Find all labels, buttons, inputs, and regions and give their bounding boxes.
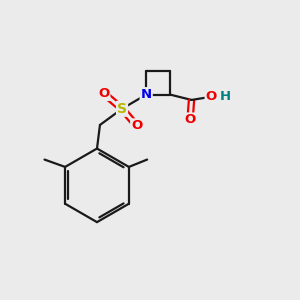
Text: O: O xyxy=(184,113,196,127)
Text: O: O xyxy=(98,87,110,100)
Text: H: H xyxy=(220,91,231,103)
Text: O: O xyxy=(131,119,142,132)
Text: S: S xyxy=(117,102,127,116)
Text: O: O xyxy=(206,91,217,103)
Text: N: N xyxy=(141,88,152,101)
